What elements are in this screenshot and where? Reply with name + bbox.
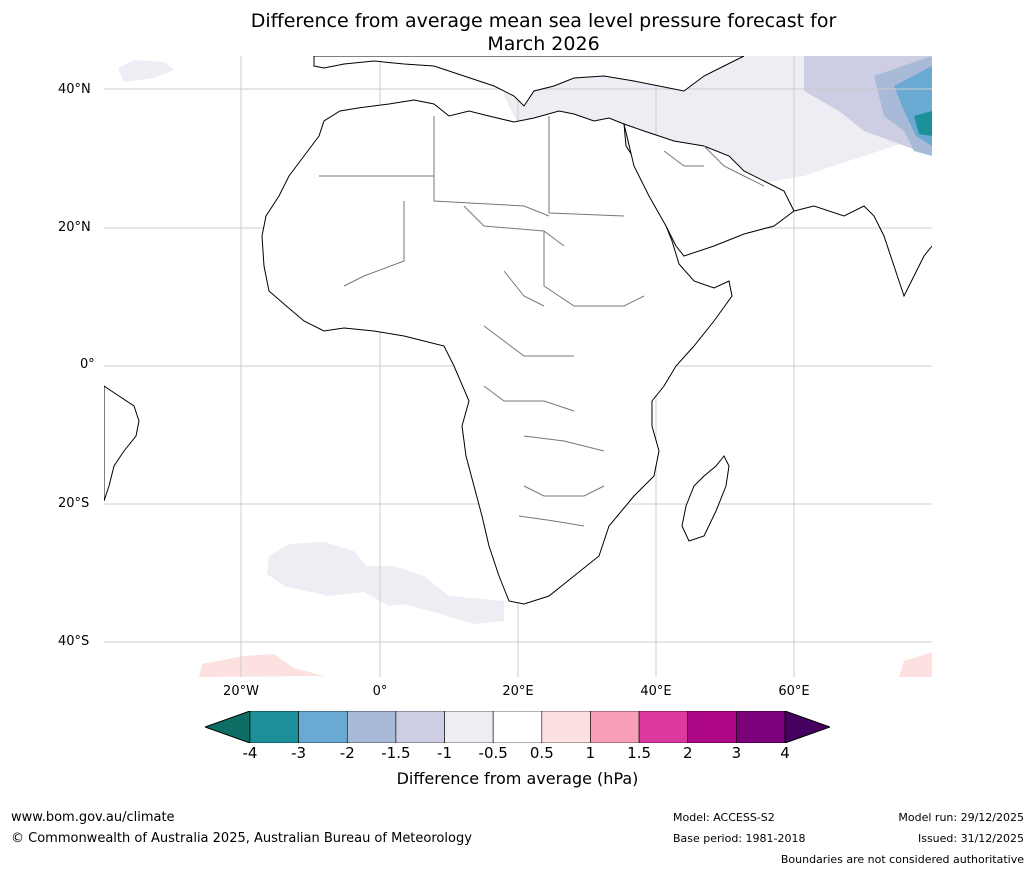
colorbar-extend-low	[203, 710, 251, 744]
colorbar-tick-label: -0.5	[478, 744, 508, 762]
footer-base-period: Base period: 1981-2018	[673, 832, 806, 845]
colorbar-tick-label: -1	[437, 744, 453, 762]
lon-label-20w: 20°W	[223, 684, 259, 699]
lat-label-0: 0°	[80, 357, 95, 372]
map-svg	[104, 56, 932, 677]
footer-website: www.bom.gov.au/climate	[11, 810, 175, 825]
anomaly-region-south-atlantic	[267, 542, 504, 624]
anomaly-region-northwest	[118, 60, 174, 82]
colorbar-tick-label: 0.5	[529, 744, 554, 762]
south-america	[104, 385, 140, 502]
africa-coastline	[261, 99, 733, 605]
lon-label-20e: 20°E	[502, 684, 534, 699]
lat-label-40s: 40°S	[58, 634, 90, 649]
colorbar-tick-label: -2	[339, 744, 355, 762]
footer-model-run: Model run: 29/12/2025	[898, 811, 1024, 824]
europe-coastline	[313, 56, 745, 107]
lat-label-40n: 40°N	[58, 82, 91, 97]
map-title: Difference from average mean sea level p…	[0, 10, 1035, 56]
anomaly-region-se-pink	[899, 652, 932, 677]
colorbar-tick-label: 2	[682, 744, 693, 762]
colorbar-segment	[492, 710, 543, 744]
colorbar-segment	[444, 710, 494, 744]
country-borders	[319, 116, 765, 527]
colorbar-segment	[395, 710, 445, 744]
colorbar-tick-label: -3	[291, 744, 307, 762]
colorbar-tick-label: -1.5	[381, 744, 411, 762]
lon-label-60e: 60°E	[778, 684, 810, 699]
colorbar-extend-high	[784, 710, 832, 744]
footer-model: Model: ACCESS-S2	[673, 811, 775, 824]
arabia-coastline	[623, 123, 795, 257]
colorbar-label: Difference from average (hPa)	[396, 769, 639, 788]
colorbar-segment	[638, 710, 689, 744]
colorbar-tick-label: 3	[731, 744, 742, 762]
colorbar-tick-label: 4	[780, 744, 790, 762]
colorbar-tick-label: 1.5	[627, 744, 652, 762]
lon-label-40e: 40°E	[640, 684, 672, 699]
anomaly-region-south-pink	[199, 654, 324, 677]
asia-coastline	[793, 205, 932, 298]
footer-disclaimer: Boundaries are not considered authoritat…	[780, 853, 1024, 866]
colorbar-segment	[249, 710, 299, 744]
lat-label-20n: 20°N	[58, 220, 91, 235]
colorbar-segment	[298, 710, 348, 744]
colorbar-segment	[541, 710, 591, 744]
colorbar-tick-label: 1	[585, 744, 596, 762]
lon-label-0: 0°	[372, 684, 388, 699]
lat-label-20s: 20°S	[58, 496, 90, 511]
madagascar	[681, 455, 730, 542]
colorbar-segment	[736, 710, 786, 744]
footer-copyright: © Commonwealth of Australia 2025, Austra…	[11, 831, 472, 846]
colorbar	[203, 710, 832, 744]
title-line-2: March 2026	[487, 33, 600, 55]
map-area	[104, 56, 932, 677]
colorbar-tick-label: -4	[242, 744, 258, 762]
colorbar-segment	[687, 710, 737, 744]
title-line-1: Difference from average mean sea level p…	[250, 10, 837, 32]
anomaly-region-ne-teal	[914, 111, 932, 136]
colorbar-segment	[590, 710, 640, 744]
footer-issued: Issued: 31/12/2025	[917, 832, 1024, 845]
colorbar-segment	[346, 710, 397, 744]
